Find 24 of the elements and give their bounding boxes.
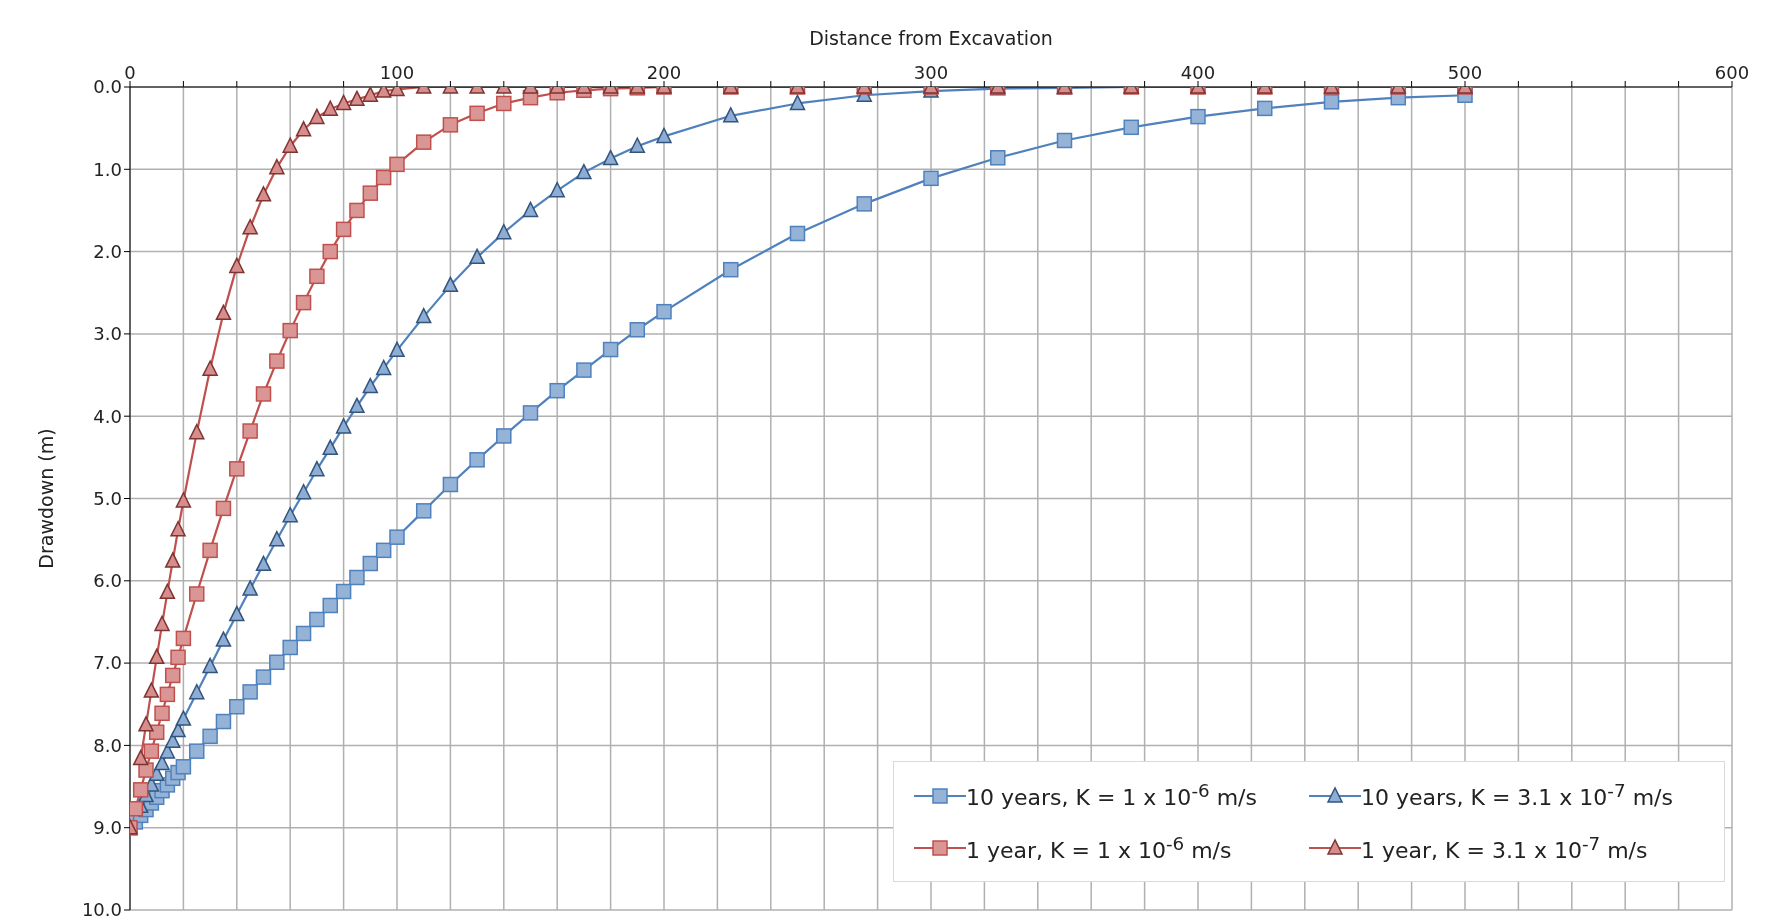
x-axis-title: Distance from Excavation — [809, 27, 1053, 50]
legend-label: 1 year, K = 3.1 x 10$^{-7}$ m/s — [1361, 832, 1648, 863]
x-tick-label: 0 — [124, 62, 136, 83]
y-tick-label: 7.0 — [93, 652, 122, 674]
x-tick-label: 200 — [646, 62, 682, 83]
y-tick-label: 0.0 — [93, 76, 122, 98]
y-tick-label: 8.0 — [93, 734, 122, 756]
y-axis-title: Drawdown (m) — [34, 428, 57, 569]
y-tick-label: 6.0 — [93, 570, 122, 592]
x-tick-label: 400 — [1180, 62, 1216, 83]
x-tick-label: 300 — [913, 62, 949, 83]
y-tick-label: 3.0 — [93, 323, 122, 345]
x-tick-label: 100 — [379, 62, 415, 83]
y-tick-label: 2.0 — [93, 240, 122, 262]
y-tick-label: 10.0 — [81, 899, 122, 921]
y-tick-label: 9.0 — [93, 817, 122, 839]
y-tick-label: 1.0 — [93, 158, 122, 180]
legend-label: 10 years, K = 3.1 x 10$^{-7}$ m/s — [1361, 780, 1673, 811]
legend-label: 10 years, K = 1 x 10$^{-6}$ m/s — [966, 780, 1257, 811]
x-tick-label: 500 — [1447, 62, 1483, 83]
x-tick-label: 600 — [1714, 62, 1750, 83]
legend-label: 1 year, K = 1 x 10$^{-6}$ m/s — [966, 832, 1232, 863]
y-tick-label: 5.0 — [93, 487, 122, 509]
y-tick-label: 4.0 — [93, 405, 122, 427]
